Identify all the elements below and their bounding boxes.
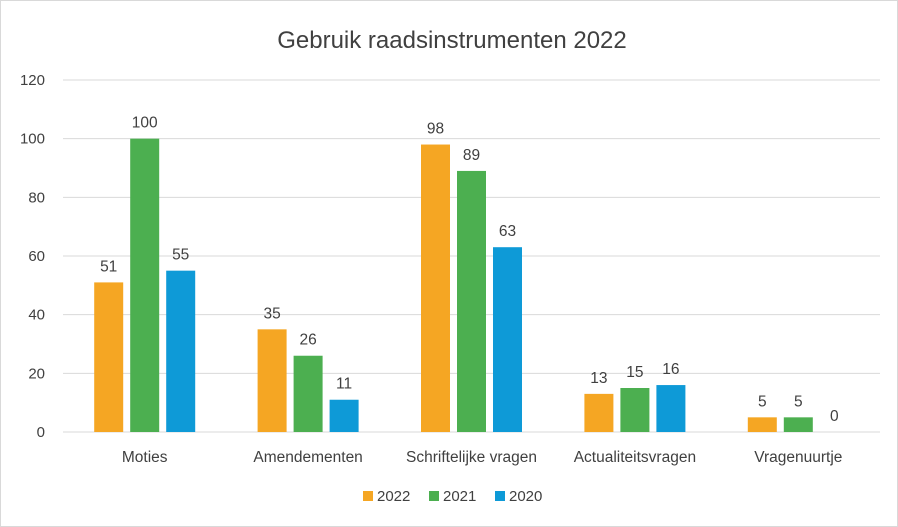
data-label: 26 [299, 332, 316, 349]
bar-2020 [329, 399, 359, 432]
y-tick-label: 120 [20, 72, 45, 89]
data-label: 89 [463, 147, 480, 164]
data-label: 11 [336, 376, 352, 393]
y-axis-ticks: 0 20 40 60 80 100 120 [20, 72, 45, 441]
bar-2020 [166, 270, 196, 432]
data-label: 0 [830, 408, 839, 425]
y-tick-label: 40 [28, 307, 45, 324]
bar-2022 [257, 329, 287, 432]
x-category-label: Vragenuurtje [754, 449, 842, 466]
chart-title: Gebruik raadsinstrumenten 2022 [277, 27, 627, 54]
bar-2022 [421, 144, 450, 433]
y-tick-label: 20 [28, 365, 45, 382]
x-category-label: Moties [122, 449, 168, 466]
legend-label: 2021 [443, 488, 476, 505]
bar-2021 [130, 138, 160, 432]
data-label: 100 [132, 115, 158, 132]
bar-2020 [656, 385, 686, 432]
data-label: 63 [499, 223, 516, 240]
bar-2021 [783, 417, 813, 432]
bar-2022 [94, 282, 124, 432]
data-label: 98 [427, 121, 444, 138]
data-label: 35 [263, 305, 280, 322]
x-category-label: Amendementen [253, 449, 362, 466]
legend: 2022 2021 2020 [363, 488, 542, 505]
bars [94, 138, 813, 433]
data-label: 16 [662, 361, 679, 378]
y-tick-label: 60 [28, 248, 45, 265]
bar-2021 [457, 170, 486, 432]
x-category-label: Actualiteitsvragen [574, 449, 696, 466]
x-category-label: Schriftelijke vragen [406, 449, 537, 466]
legend-swatch [363, 491, 373, 501]
legend-swatch [429, 491, 439, 501]
x-axis-categories: Moties Amendementen Schriftelijke vragen Ac… [122, 449, 843, 466]
bar-2021 [293, 355, 323, 432]
data-label: 5 [758, 393, 767, 410]
bar-2022 [747, 417, 777, 432]
data-label: 13 [590, 370, 607, 387]
y-tick-label: 100 [20, 131, 45, 148]
data-label: 55 [172, 247, 189, 264]
data-label: 5 [794, 393, 803, 410]
y-tick-label: 0 [37, 424, 45, 441]
y-tick-label: 80 [28, 189, 45, 206]
bar-2021 [620, 388, 650, 432]
legend-swatch [495, 491, 505, 501]
data-label: 15 [626, 364, 643, 381]
legend-label: 2022 [377, 488, 410, 505]
legend-label: 2020 [509, 488, 542, 505]
bar-2020 [493, 247, 522, 432]
bar-2022 [584, 393, 614, 432]
data-label: 51 [100, 258, 117, 275]
